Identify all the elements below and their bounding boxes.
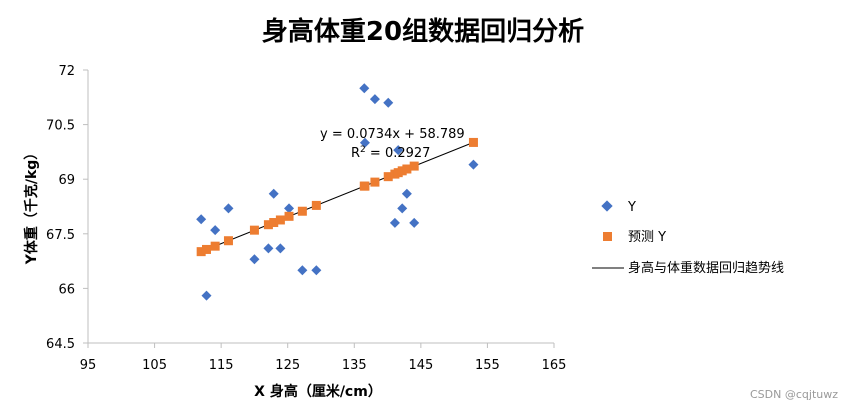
data-point-predicted-y: [223, 236, 233, 246]
x-tick-labels: 95 105 115 125 135 145 155 165: [80, 343, 567, 373]
data-point-y: [359, 137, 370, 148]
data-point-y: [223, 203, 234, 214]
y-tick-label: 72: [58, 64, 75, 79]
data-point-y: [359, 83, 370, 94]
data-point-predicted-y: [311, 200, 321, 210]
data-point-y: [284, 203, 295, 214]
data-point-predicted-y: [409, 161, 419, 171]
data-point-predicted-y: [468, 137, 478, 147]
data-point-y: [249, 254, 260, 265]
y-tick-label: 64.5: [46, 337, 75, 352]
y-tick-label: 70.5: [46, 119, 75, 134]
y-tick-labels: 64.5 66 67.5 69 70.5 72: [46, 64, 88, 352]
data-point-y: [401, 188, 412, 199]
trendline-r-squared: R2 = 0.2927: [351, 145, 430, 161]
x-tick-label: 95: [80, 358, 97, 373]
trendline-equation: y = 0.0734x + 58.789: [320, 127, 465, 142]
legend-label-y: Y: [627, 200, 636, 215]
data-point-predicted-y: [383, 172, 393, 182]
data-point-predicted-y: [269, 218, 279, 228]
chart-title: 身高体重20组数据回归分析: [262, 16, 584, 47]
x-tick-label: 105: [142, 358, 167, 373]
y-tick-label: 69: [58, 173, 75, 188]
r-squared-superscript: 2: [360, 145, 366, 155]
data-point-y: [196, 214, 207, 225]
data-point-predicted-y: [263, 220, 273, 230]
r-squared-prefix: R: [351, 146, 360, 161]
data-point-y: [468, 159, 479, 170]
x-tick-label: 165: [542, 358, 567, 373]
data-point-predicted-y: [284, 211, 294, 221]
x-axis-label: X 身高（厘米/cm）: [254, 383, 382, 400]
data-point-predicted-y: [397, 166, 407, 176]
trendline: [200, 141, 474, 253]
data-point-predicted-y: [402, 164, 412, 174]
legend-label-trendline: 身高与体重数据回归趋势线: [628, 260, 784, 276]
data-point-predicted-y: [210, 241, 220, 251]
x-tick-label: 135: [342, 358, 367, 373]
legend-label-predicted: 预测 Y: [628, 230, 666, 245]
data-point-y: [297, 265, 308, 276]
data-point-predicted-y: [196, 247, 206, 257]
data-point-y: [369, 94, 380, 105]
data-point-y: [201, 290, 212, 301]
data-point-y: [210, 225, 221, 236]
data-point-predicted-y: [201, 244, 211, 254]
data-point-predicted-y: [370, 177, 380, 187]
x-tick-label: 115: [209, 358, 234, 373]
r-squared-value: = 0.2927: [366, 146, 431, 161]
data-point-y: [383, 97, 394, 108]
data-point-predicted-y: [297, 206, 307, 216]
y-axis-label: Y体重（千克/kg）: [23, 146, 40, 266]
data-point-predicted-y: [275, 215, 285, 225]
data-point-y: [393, 145, 404, 156]
data-point-y: [409, 217, 420, 228]
plot-area: [196, 83, 479, 301]
y-tick-label: 67.5: [46, 228, 75, 243]
data-point-predicted-y: [249, 225, 259, 235]
data-point-y: [268, 188, 279, 199]
data-point-predicted-y: [360, 181, 370, 191]
legend-marker-predicted: [603, 232, 612, 241]
y-tick-label: 66: [58, 282, 75, 297]
data-point-y: [389, 217, 400, 228]
x-tick-label: 125: [275, 358, 300, 373]
legend-marker-y: [601, 200, 613, 212]
data-point-y: [311, 265, 322, 276]
data-point-y: [275, 243, 286, 254]
data-point-y: [263, 243, 274, 254]
watermark: CSDN @cqjtuwz: [750, 388, 838, 401]
legend: Y 预测 Y 身高与体重数据回归趋势线: [592, 200, 784, 276]
x-tick-label: 155: [475, 358, 500, 373]
x-tick-label: 145: [408, 358, 433, 373]
data-point-y: [397, 203, 408, 214]
